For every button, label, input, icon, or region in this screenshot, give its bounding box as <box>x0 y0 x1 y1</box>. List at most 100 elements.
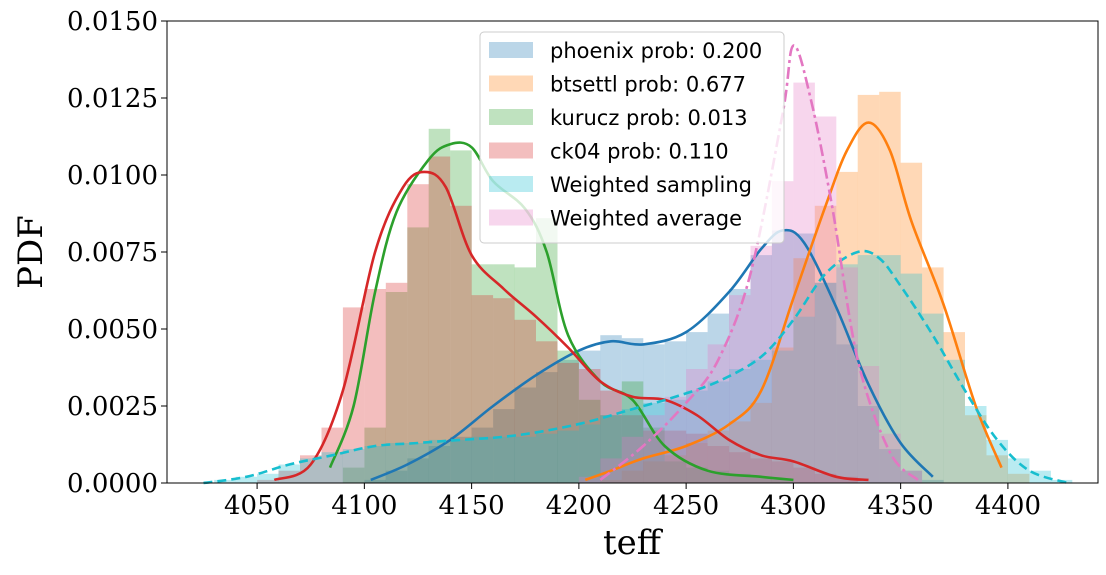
hist-bar <box>879 433 901 483</box>
hist-bar <box>943 359 965 483</box>
x-tick-label: 4200 <box>546 491 612 521</box>
hist-bar <box>514 319 536 483</box>
hist-bar <box>814 473 837 483</box>
hist-bar <box>578 476 601 483</box>
hist-bar <box>1007 473 1030 483</box>
hist-bar <box>257 473 279 483</box>
hist-bar <box>471 436 494 483</box>
hist-bar <box>1007 458 1030 483</box>
hist-bar <box>814 116 837 483</box>
hist-bar <box>385 282 408 483</box>
legend-swatch <box>489 42 533 58</box>
hist-bar <box>686 443 708 483</box>
hist-bar <box>471 295 494 483</box>
hist-bar <box>750 245 772 483</box>
hist-bar <box>621 470 644 483</box>
legend-label: kurucz prob: 0.013 <box>550 106 748 130</box>
hist-bar <box>557 362 579 483</box>
hist-bar <box>771 230 794 483</box>
hist-bar <box>578 424 601 483</box>
legend-item-2: kurucz prob: 0.013 <box>489 106 748 130</box>
hist-bar <box>536 218 558 483</box>
legend-swatch <box>489 109 533 125</box>
hist-bar <box>428 446 451 483</box>
hist-bar <box>729 473 751 483</box>
hist-bar <box>857 255 880 483</box>
x-tick-label: 4150 <box>439 491 505 521</box>
hist-bar <box>729 289 751 483</box>
hist-bar <box>407 227 429 483</box>
legend-item-0: phoenix prob: 0.200 <box>489 39 762 63</box>
hist-bar <box>621 338 644 483</box>
hist-bar <box>750 402 772 483</box>
hist-bar <box>750 476 772 483</box>
y-tick-label: 0.0125 <box>67 84 158 114</box>
legend-swatch <box>489 176 533 192</box>
legend-item-3: ck04 prob: 0.110 <box>489 140 729 164</box>
hist-bar <box>686 433 708 483</box>
hist-series-4 <box>214 255 1073 483</box>
hist-bar <box>857 406 880 483</box>
hist-bar <box>471 427 494 483</box>
hist-bar <box>900 273 923 483</box>
hist-bar <box>471 264 494 483</box>
hist-bar <box>385 292 408 483</box>
y-axis-label: PDF <box>11 215 51 289</box>
hist-bar <box>879 255 901 483</box>
hist-bar <box>385 470 408 483</box>
hist-bar <box>364 289 386 483</box>
hist-bar <box>364 479 386 483</box>
hist-bar <box>600 415 622 483</box>
hist-bar <box>643 415 665 483</box>
x-tick-label: 4350 <box>868 491 934 521</box>
hist-bar <box>536 433 558 483</box>
hist-bar <box>493 436 515 483</box>
kde-line-5 <box>599 44 919 481</box>
hist-bar <box>986 455 1008 483</box>
hist-bar <box>686 390 708 483</box>
hist-bar <box>707 344 730 483</box>
hist-bar <box>814 282 837 483</box>
hist-bar <box>643 430 665 483</box>
y-tick-label: 0.0000 <box>67 469 158 499</box>
hist-series-2 <box>342 128 794 484</box>
legend-label: ck04 prob: 0.110 <box>550 140 729 164</box>
hist-bar <box>493 409 515 483</box>
legend-label: Weighted sampling <box>550 173 752 197</box>
hist-bar <box>664 430 687 483</box>
hist-bar <box>514 267 536 483</box>
kde-line-4 <box>203 249 1069 485</box>
hist-bar <box>342 307 365 483</box>
x-tick-label: 4300 <box>760 491 826 521</box>
legend-item-5: Weighted average <box>489 207 742 231</box>
hist-bar <box>664 396 687 483</box>
y-tick-label: 0.0100 <box>67 161 158 191</box>
hist-bar <box>428 128 451 484</box>
legend-item-1: btsettl prob: 0.677 <box>489 73 746 97</box>
hist-bar <box>643 461 665 483</box>
hist-bar <box>664 461 687 483</box>
legend-label: btsettl prob: 0.677 <box>550 73 746 97</box>
hist-bar <box>750 255 772 483</box>
hist-bar <box>536 372 558 483</box>
hist-bar <box>600 335 622 483</box>
hist-series-0 <box>364 230 944 483</box>
hist-bar <box>986 439 1008 483</box>
hist-bar <box>557 359 579 483</box>
hist-bar <box>686 467 708 483</box>
y-tick-label: 0.0150 <box>67 7 158 37</box>
hist-bar <box>600 415 622 483</box>
hist-bar <box>364 427 386 483</box>
hist-bar <box>342 449 365 483</box>
hist-bar <box>879 91 901 484</box>
hist-bar <box>557 430 579 483</box>
hist-bar <box>707 430 730 483</box>
hist-bar <box>664 399 687 483</box>
hist-bar <box>836 267 858 483</box>
y-tick-label: 0.0025 <box>67 392 158 422</box>
x-axis-label: teff <box>603 523 664 563</box>
hist-bar <box>965 415 987 483</box>
kde-line-1 <box>584 121 1003 482</box>
hist-bar <box>771 347 794 483</box>
hist-bar <box>793 233 815 483</box>
